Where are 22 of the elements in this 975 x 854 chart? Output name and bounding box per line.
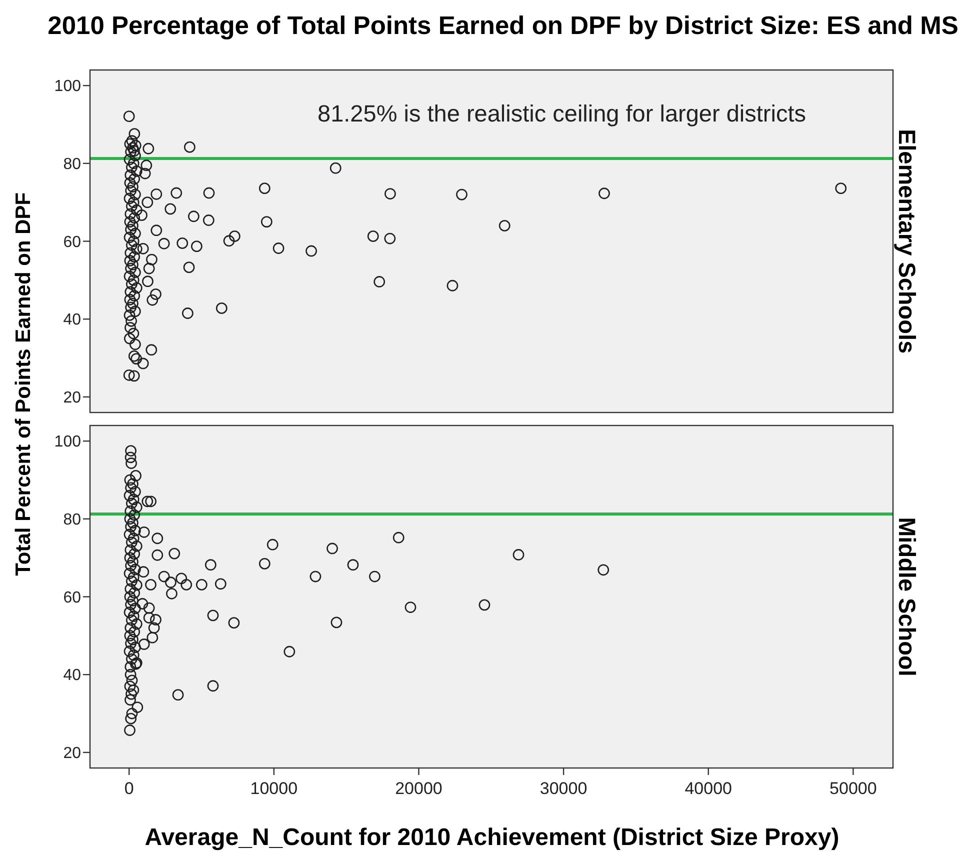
x-tick-label: 50000 [830,779,877,798]
x-axis-title: Average_N_Count for 2010 Achievement (District Size Proxy) [144,824,840,851]
y-tick-label: 80 [63,156,82,174]
x-tick-label: 0 [124,779,134,798]
x-tick-label: 40000 [684,779,732,798]
y-axis-title: Total Percent of Points Earned on DPF [12,192,35,576]
y2-axis-title: Middle School [894,517,920,676]
y-tick-label: 40 [63,312,82,329]
y-tick-label: 20 [63,745,82,762]
y-tick-label: 40 [63,667,82,684]
y-tick-label: 60 [63,589,82,606]
y-tick-label: 100 [54,78,82,96]
x-tick-label: 20000 [395,779,442,798]
x-tick-label: 10000 [250,779,298,798]
y-tick-label: 80 [63,512,82,529]
chart-title: 2010 Percentage of Total Points Earned on DPF by District Size: ES and MS [48,12,958,40]
y2-axis-title: Elementary Schools [894,128,920,354]
y-tick-label: 60 [63,234,82,251]
ref-line-label: 81.25% is the realistic ceiling for larger districts [318,100,806,127]
y-tick-label: 20 [63,390,82,407]
x-tick-label: 30000 [540,779,588,798]
y-tick-label: 100 [54,434,82,451]
